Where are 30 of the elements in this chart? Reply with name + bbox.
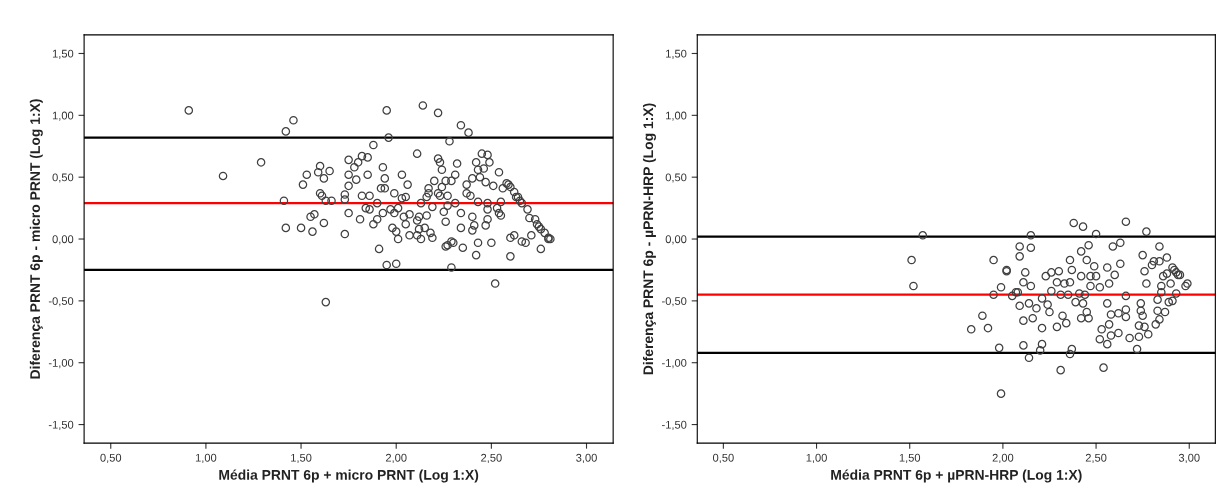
y-axis-title: Diferença PRNT 6p - micro PRNT (Log 1:X) xyxy=(29,99,43,379)
y-tick-label: -1,50 xyxy=(48,420,74,431)
y-tick-label: 0,00 xyxy=(52,235,74,245)
x-tick-label: 1,00 xyxy=(806,453,827,463)
x-tick-label: 2,50 xyxy=(481,453,502,463)
y-tick-label: -1,00 xyxy=(48,358,74,369)
x-tick-label: 2,00 xyxy=(992,453,1014,463)
x-tick-label: 3,00 xyxy=(1178,453,1200,463)
y-tick-label: 0,00 xyxy=(665,235,687,245)
y-tick-label: -0,50 xyxy=(48,297,74,307)
y-tick-label: 1,50 xyxy=(666,49,687,59)
x-tick-label: 3,00 xyxy=(576,453,597,463)
y-tick-label: 1,00 xyxy=(666,111,687,121)
y-tick-label: 1,50 xyxy=(52,49,74,59)
y-tick-label: 1,00 xyxy=(52,111,74,121)
y-tick-label: -1,50 xyxy=(662,420,687,431)
x-tick-label: 1,50 xyxy=(291,453,312,463)
x-tick-label: 2,50 xyxy=(1085,453,1107,463)
y-tick-label: -0,50 xyxy=(662,297,687,307)
x-axis-title: Média PRNT 6p + micro PRNT (Log 1:X) xyxy=(219,469,479,483)
x-tick-label: 0,50 xyxy=(712,453,734,463)
y-axis-title: Diferença PRNT 6p - µPRN-HRP (Log 1:X) xyxy=(642,103,656,375)
x-tick-label: 0,50 xyxy=(100,453,122,463)
y-tick-label: 0,50 xyxy=(665,173,687,183)
x-tick-label: 2,00 xyxy=(385,453,407,463)
x-tick-label: 1,50 xyxy=(899,453,921,463)
y-tick-label: -1,00 xyxy=(662,358,687,369)
y-tick-label: 0,50 xyxy=(52,173,74,183)
x-tick-label: 1,00 xyxy=(195,453,217,463)
x-axis-title: Média PRNT 6p + µPRN-HRP (Log 1:X) xyxy=(831,469,1082,483)
